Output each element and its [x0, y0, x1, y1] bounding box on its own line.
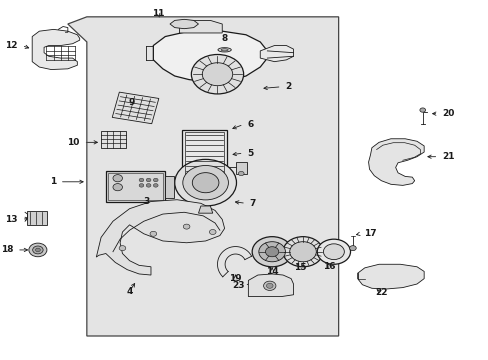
Circle shape [146, 178, 151, 182]
Polygon shape [248, 274, 293, 297]
Circle shape [146, 184, 151, 187]
FancyBboxPatch shape [165, 176, 173, 198]
Circle shape [183, 166, 228, 200]
Text: 10: 10 [67, 138, 80, 147]
Circle shape [263, 281, 275, 291]
Circle shape [113, 184, 122, 191]
Circle shape [258, 242, 285, 262]
FancyBboxPatch shape [182, 130, 226, 176]
Polygon shape [112, 92, 159, 124]
Circle shape [29, 243, 47, 257]
Polygon shape [260, 45, 293, 62]
Polygon shape [198, 206, 212, 213]
Circle shape [119, 246, 125, 251]
Text: 15: 15 [294, 264, 306, 273]
Text: 1: 1 [50, 177, 56, 186]
Circle shape [139, 184, 143, 187]
Circle shape [183, 224, 189, 229]
Text: 8: 8 [221, 34, 227, 43]
Text: 6: 6 [247, 120, 253, 129]
Text: 17: 17 [363, 229, 376, 238]
Circle shape [252, 237, 291, 267]
Ellipse shape [218, 48, 231, 52]
Text: 18: 18 [0, 246, 13, 255]
Text: 13: 13 [5, 215, 18, 224]
Text: 16: 16 [322, 262, 335, 271]
Circle shape [289, 242, 316, 262]
Circle shape [317, 239, 350, 264]
Circle shape [113, 175, 122, 182]
Circle shape [174, 159, 236, 206]
FancyBboxPatch shape [101, 131, 125, 148]
FancyBboxPatch shape [27, 211, 47, 225]
Polygon shape [368, 139, 423, 185]
Text: 20: 20 [441, 109, 454, 118]
Circle shape [209, 229, 216, 234]
Circle shape [419, 108, 425, 112]
Polygon shape [179, 21, 222, 33]
Circle shape [266, 283, 272, 288]
Text: 7: 7 [249, 199, 256, 208]
Text: 23: 23 [232, 281, 244, 290]
Circle shape [202, 63, 232, 86]
Circle shape [283, 237, 322, 267]
Circle shape [191, 54, 243, 94]
Circle shape [153, 184, 158, 187]
Text: 14: 14 [265, 267, 278, 276]
Text: 9: 9 [128, 98, 135, 107]
Polygon shape [32, 30, 80, 69]
Circle shape [349, 246, 355, 251]
Text: 2: 2 [285, 82, 291, 91]
Circle shape [192, 173, 219, 193]
Polygon shape [170, 19, 198, 29]
Ellipse shape [221, 49, 228, 51]
Circle shape [323, 244, 344, 260]
Polygon shape [96, 200, 224, 275]
Text: 12: 12 [5, 41, 18, 50]
Polygon shape [68, 17, 338, 336]
Circle shape [265, 247, 278, 257]
Text: 5: 5 [247, 149, 253, 158]
Text: 3: 3 [142, 197, 149, 206]
Text: 22: 22 [374, 288, 387, 297]
Circle shape [150, 231, 156, 236]
Polygon shape [153, 31, 267, 81]
Text: 4: 4 [126, 287, 133, 296]
Text: 21: 21 [441, 152, 454, 161]
Polygon shape [357, 264, 423, 289]
Text: 11: 11 [152, 9, 164, 18]
Circle shape [153, 178, 158, 182]
Circle shape [139, 178, 143, 182]
Circle shape [33, 246, 43, 254]
Text: 19: 19 [229, 274, 242, 283]
FancyBboxPatch shape [235, 162, 247, 174]
Circle shape [238, 171, 244, 176]
FancyBboxPatch shape [105, 171, 165, 202]
Circle shape [36, 248, 40, 252]
